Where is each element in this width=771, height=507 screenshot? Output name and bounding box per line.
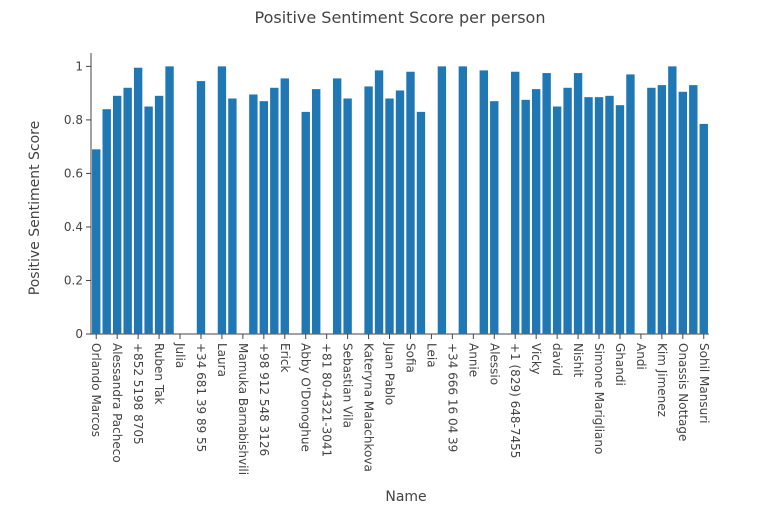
x-tick-label: +852 5198 8705 [131, 343, 145, 445]
bar [249, 94, 258, 334]
bar [531, 89, 541, 334]
y-axis-label: Positive Sentiment Score [27, 121, 43, 295]
bar [416, 111, 426, 334]
y-tick-label: 0.2 [64, 273, 83, 287]
x-tick-label: Andi [634, 343, 648, 370]
bar [92, 149, 101, 334]
x-tick-label: david [550, 343, 564, 376]
x-tick-label: Ruben Tak [152, 343, 166, 405]
bar [573, 73, 583, 335]
bar [689, 85, 698, 334]
x-tick-label: Kim Jimenez [655, 343, 669, 417]
bar [280, 78, 289, 334]
x-tick-label: Sebastian Vila [341, 343, 355, 428]
y-tick-label: 0 [75, 327, 83, 341]
x-tick-label: Leia [424, 343, 438, 368]
bar [312, 89, 321, 334]
bar [626, 74, 635, 335]
bar [584, 97, 593, 335]
x-tick-label: +34 666 16 04 39 [445, 343, 459, 452]
x-tick-label: Simone Marigliano [592, 343, 606, 454]
x-tick-label: Laura [215, 343, 229, 377]
bar [144, 106, 153, 335]
x-tick-label: Vicky [529, 343, 543, 375]
bar [395, 90, 405, 334]
chart-title: Positive Sentiment Score per person [255, 8, 546, 27]
bar [217, 66, 227, 334]
x-tick-label: Orlando Marcos [89, 343, 103, 437]
bar [647, 87, 656, 335]
y-tick-label: 0.6 [64, 166, 83, 180]
x-tick-label: Onassis Nottage [676, 343, 690, 441]
bar [385, 98, 394, 334]
bar [228, 98, 237, 334]
x-tick-label: Abby O'Donoghue [299, 343, 313, 452]
bar [406, 71, 415, 334]
bar [437, 66, 447, 334]
x-tick-label: Alessandra Pacheco [110, 343, 124, 463]
bar [332, 78, 342, 334]
bar [165, 66, 174, 334]
bar [301, 111, 310, 334]
bar [154, 95, 164, 334]
bar [657, 85, 667, 334]
x-tick-label: Kateryna Malachkova [362, 343, 376, 472]
x-tick-label: Juan Pablo [383, 342, 397, 405]
bar [490, 101, 499, 335]
x-tick-label: Erick [278, 343, 292, 372]
bar [511, 71, 520, 334]
x-tick-label: +34 681 39 89 55 [194, 343, 208, 452]
bar [102, 109, 111, 334]
x-tick-label: Mamuka Barnabishvili [236, 343, 250, 475]
bar [605, 95, 614, 334]
y-tick-label: 1 [75, 59, 83, 73]
bar [552, 106, 562, 335]
bar [364, 86, 373, 334]
bar [458, 66, 468, 334]
x-tick-label: +98 912 548 3126 [257, 343, 271, 456]
bar [678, 91, 688, 334]
bar [343, 98, 352, 334]
bar [594, 97, 604, 335]
bar [259, 101, 269, 335]
x-tick-label: +1 (829) 648-7455 [508, 343, 522, 458]
bar [112, 95, 122, 334]
y-tick-label: 0.8 [64, 113, 83, 127]
x-tick-label: Julia [173, 342, 187, 368]
bar [133, 67, 143, 334]
x-tick-label: Alessio [487, 343, 501, 385]
bar [123, 87, 132, 335]
bar [615, 105, 625, 334]
x-tick-label: Ghandi [613, 343, 627, 386]
bar [479, 70, 488, 335]
x-tick-label: Sofia [403, 343, 417, 373]
bar [542, 73, 551, 335]
y-tick-label: 0.4 [64, 220, 83, 234]
x-tick-label: Sohil Mansuri [697, 343, 711, 423]
bar [270, 87, 279, 335]
bar [563, 87, 572, 335]
bar [668, 66, 677, 334]
bar [374, 70, 384, 335]
bar [196, 81, 206, 334]
x-tick-label: +81 80-4321-3041 [320, 343, 334, 457]
bar [521, 99, 530, 334]
bar [699, 123, 708, 335]
x-tick-label: Nishit [571, 343, 585, 378]
x-tick-label: Annie [466, 343, 480, 377]
x-axis-label: Name [385, 489, 426, 505]
